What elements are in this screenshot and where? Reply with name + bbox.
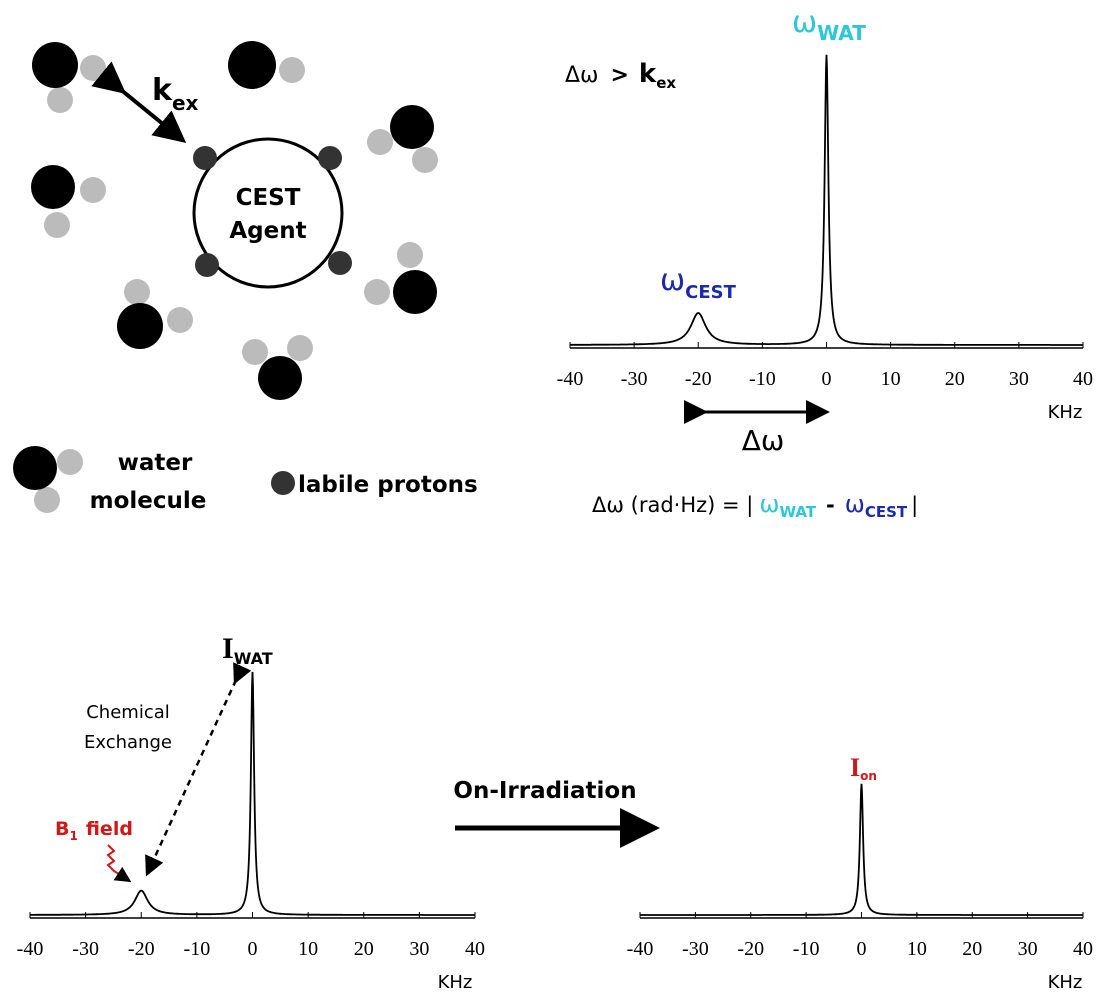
agent-label: CEST bbox=[236, 185, 301, 211]
exchange-arrow bbox=[91, 61, 187, 144]
x-tick-label: -10 bbox=[749, 368, 776, 390]
ion-label: Ion bbox=[850, 753, 877, 783]
x-tick-label: 10 bbox=[881, 368, 901, 390]
x-tick-label: -30 bbox=[621, 368, 648, 390]
x-tick-label: 40 bbox=[465, 938, 485, 960]
x-tick-label: 10 bbox=[298, 938, 318, 960]
water-molecules bbox=[13, 41, 438, 513]
arrow-label: On-Irradiation bbox=[453, 778, 636, 804]
cest-label: ωCEST bbox=[660, 263, 737, 303]
x-tick-label: 20 bbox=[945, 368, 965, 390]
x-tick-label: -20 bbox=[685, 368, 712, 390]
x-axis-label: KHz bbox=[1048, 402, 1083, 423]
legend-water: molecule bbox=[90, 488, 207, 514]
x-tick-label: -40 bbox=[627, 938, 654, 960]
kex-label: kex bbox=[152, 73, 199, 115]
shift-label: Δω bbox=[742, 424, 785, 457]
labile-protons bbox=[193, 146, 352, 277]
molecule-diagram: kex CEST Agent water molecule labile pro… bbox=[13, 41, 478, 514]
x-tick-label: -10 bbox=[793, 938, 820, 960]
exchange-label: Exchange bbox=[84, 732, 172, 753]
x-tick-label: -10 bbox=[184, 938, 211, 960]
x-tick-label: 0 bbox=[822, 368, 832, 390]
x-tick-label: 30 bbox=[1009, 368, 1029, 390]
x-axis-label: KHz bbox=[438, 972, 473, 993]
spectrum-line bbox=[570, 54, 1083, 346]
x-tick-label: -30 bbox=[72, 938, 99, 960]
condition: Δω > kex bbox=[565, 59, 676, 92]
x-tick-label: -30 bbox=[682, 938, 709, 960]
x-tick-label: -40 bbox=[17, 938, 44, 960]
formula: Δω (rad·Hz) = | ωWAT - ωCEST | bbox=[592, 490, 918, 521]
exchange-label: Chemical bbox=[86, 702, 170, 723]
bottom-annotations: IWAT Chemical Exchange B1 field On-Irradi… bbox=[55, 632, 877, 883]
x-tick-label: -20 bbox=[737, 938, 764, 960]
exchange-arrow bbox=[145, 662, 252, 877]
x-tick-label: 20 bbox=[354, 938, 374, 960]
x-tick-label: 0 bbox=[248, 938, 258, 960]
x-tick-label: 40 bbox=[1073, 368, 1093, 390]
x-tick-label: -20 bbox=[128, 938, 155, 960]
x-axis-label: KHz bbox=[1048, 972, 1083, 993]
x-tick-label: -40 bbox=[557, 368, 584, 390]
x-tick-label: 30 bbox=[409, 938, 429, 960]
water-label: ωWAT bbox=[792, 5, 866, 45]
legend-labile: labile protons bbox=[298, 472, 478, 498]
agent-label: Agent bbox=[229, 218, 306, 244]
b1-wave bbox=[106, 844, 132, 883]
x-tick-label: 30 bbox=[1018, 938, 1038, 960]
iwat-label: IWAT bbox=[222, 632, 273, 668]
x-tick-label: 20 bbox=[962, 938, 982, 960]
x-tick-label: 0 bbox=[857, 938, 867, 960]
top-annotations: Δω > kex ωWAT ωCEST Δω Δω (rad·Hz) = | ωWAT… bbox=[565, 5, 918, 521]
b1-label: B1 field bbox=[55, 818, 133, 843]
legend-water: water bbox=[118, 450, 193, 476]
spectrum-line bbox=[30, 671, 475, 916]
spectrum-line bbox=[640, 783, 1083, 916]
agent-circle bbox=[192, 137, 344, 289]
x-tick-label: 40 bbox=[1073, 938, 1093, 960]
x-tick-label: 10 bbox=[907, 938, 927, 960]
